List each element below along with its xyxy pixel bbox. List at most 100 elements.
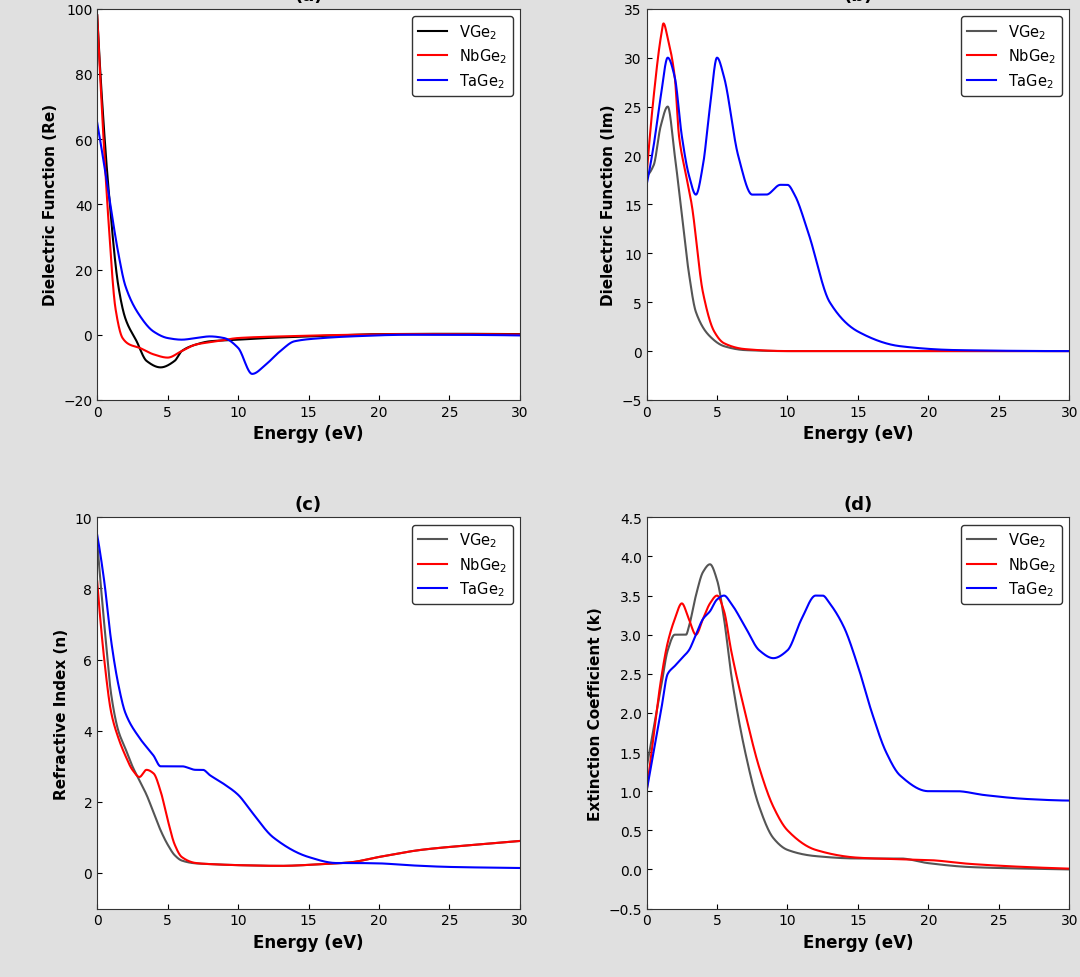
Title: (b): (b) <box>843 0 873 6</box>
Line: VGe$_2$: VGe$_2$ <box>647 565 1069 870</box>
NbGe$_2$ <box>91 575 104 587</box>
NbGe$_2$ <box>438 329 451 341</box>
NbGe$_2$ <box>781 346 794 358</box>
VGe$_2$ <box>91 536 104 548</box>
NbGe$_2$ <box>717 338 730 350</box>
NbGe$_2$ <box>1063 863 1076 874</box>
TaGe$_2$ <box>956 786 969 797</box>
NbGe$_2$ <box>513 835 526 847</box>
TaGe$_2$ <box>438 861 451 872</box>
NbGe$_2$ <box>406 329 419 341</box>
VGe$_2$ <box>345 329 357 341</box>
NbGe$_2$ <box>167 837 180 849</box>
VGe$_2$ <box>345 857 357 869</box>
Legend: VGe$_2$, NbGe$_2$, TaGe$_2$: VGe$_2$, NbGe$_2$, TaGe$_2$ <box>961 525 1062 605</box>
Line: TaGe$_2$: TaGe$_2$ <box>97 124 519 374</box>
VGe$_2$ <box>513 329 526 341</box>
Legend: VGe$_2$, NbGe$_2$, TaGe$_2$: VGe$_2$, NbGe$_2$, TaGe$_2$ <box>961 17 1062 97</box>
VGe$_2$ <box>915 856 928 868</box>
TaGe$_2$ <box>1063 346 1076 358</box>
X-axis label: Energy (eV): Energy (eV) <box>253 933 364 951</box>
TaGe$_2$ <box>640 786 653 797</box>
Y-axis label: Dielectric Function (Im): Dielectric Function (Im) <box>600 105 616 306</box>
TaGe$_2$ <box>717 590 730 602</box>
Title: (d): (d) <box>843 495 873 514</box>
NbGe$_2$ <box>915 854 928 866</box>
VGe$_2$ <box>253 860 266 871</box>
VGe$_2$ <box>987 862 1000 873</box>
VGe$_2$ <box>915 346 928 358</box>
TaGe$_2$ <box>345 857 357 869</box>
VGe$_2$ <box>894 346 907 358</box>
NbGe$_2$ <box>438 841 451 853</box>
TaGe$_2$ <box>915 343 928 355</box>
Line: TaGe$_2$: TaGe$_2$ <box>647 596 1069 801</box>
Line: VGe$_2$: VGe$_2$ <box>97 17 519 368</box>
Y-axis label: Refractive Index (n): Refractive Index (n) <box>54 628 69 798</box>
Line: VGe$_2$: VGe$_2$ <box>647 107 1069 352</box>
VGe$_2$ <box>801 849 814 861</box>
NbGe$_2$ <box>1063 346 1076 358</box>
Line: TaGe$_2$: TaGe$_2$ <box>97 535 519 869</box>
VGe$_2$ <box>1063 864 1076 875</box>
NbGe$_2$ <box>366 853 379 865</box>
TaGe$_2$ <box>91 118 104 130</box>
TaGe$_2$ <box>640 180 653 191</box>
Legend: VGe$_2$, NbGe$_2$, TaGe$_2$: VGe$_2$, NbGe$_2$, TaGe$_2$ <box>411 17 513 97</box>
TaGe$_2$ <box>167 334 180 346</box>
TaGe$_2$ <box>253 365 266 377</box>
NbGe$_2$ <box>366 329 379 341</box>
TaGe$_2$ <box>406 329 419 341</box>
VGe$_2$ <box>988 346 1001 358</box>
VGe$_2$ <box>406 845 419 857</box>
VGe$_2$ <box>640 762 653 774</box>
NbGe$_2$ <box>274 860 287 871</box>
TaGe$_2$ <box>513 863 526 874</box>
VGe$_2$ <box>406 328 419 340</box>
Line: TaGe$_2$: TaGe$_2$ <box>647 59 1069 352</box>
X-axis label: Energy (eV): Energy (eV) <box>802 425 914 443</box>
TaGe$_2$ <box>717 70 730 82</box>
VGe$_2$ <box>513 835 526 847</box>
NbGe$_2$ <box>513 329 526 341</box>
VGe$_2$ <box>154 362 167 374</box>
VGe$_2$ <box>167 849 180 861</box>
TaGe$_2$ <box>366 330 379 342</box>
NbGe$_2$ <box>915 346 928 358</box>
NbGe$_2$ <box>717 604 730 616</box>
NbGe$_2$ <box>657 19 670 30</box>
Line: NbGe$_2$: NbGe$_2$ <box>97 17 519 359</box>
VGe$_2$ <box>366 853 379 865</box>
Y-axis label: Dielectric Function (Re): Dielectric Function (Re) <box>42 105 57 306</box>
VGe$_2$ <box>801 346 814 358</box>
NbGe$_2$ <box>253 860 266 871</box>
TaGe$_2$ <box>809 590 822 602</box>
NbGe$_2$ <box>161 353 174 364</box>
NbGe$_2$ <box>91 11 104 22</box>
NbGe$_2$ <box>956 858 969 870</box>
VGe$_2$ <box>1063 346 1076 358</box>
VGe$_2$ <box>438 841 451 853</box>
VGe$_2$ <box>956 861 969 872</box>
VGe$_2$ <box>438 328 451 340</box>
Title: (c): (c) <box>295 495 322 514</box>
TaGe$_2$ <box>801 600 814 612</box>
TaGe$_2$ <box>406 860 419 871</box>
Y-axis label: Extinction Coefficient (k): Extinction Coefficient (k) <box>588 607 603 820</box>
VGe$_2$ <box>717 341 730 353</box>
VGe$_2$ <box>717 610 730 621</box>
X-axis label: Energy (eV): Energy (eV) <box>253 425 364 443</box>
NbGe$_2$ <box>640 170 653 182</box>
NbGe$_2$ <box>801 841 814 853</box>
NbGe$_2$ <box>988 346 1001 358</box>
Line: NbGe$_2$: NbGe$_2$ <box>647 596 1069 869</box>
Line: VGe$_2$: VGe$_2$ <box>97 542 519 866</box>
NbGe$_2$ <box>801 346 814 358</box>
Title: (a): (a) <box>294 0 323 6</box>
VGe$_2$ <box>956 346 969 358</box>
VGe$_2$ <box>640 170 653 182</box>
NbGe$_2$ <box>640 786 653 797</box>
VGe$_2$ <box>366 329 379 341</box>
TaGe$_2$ <box>915 785 928 796</box>
NbGe$_2$ <box>893 854 906 866</box>
